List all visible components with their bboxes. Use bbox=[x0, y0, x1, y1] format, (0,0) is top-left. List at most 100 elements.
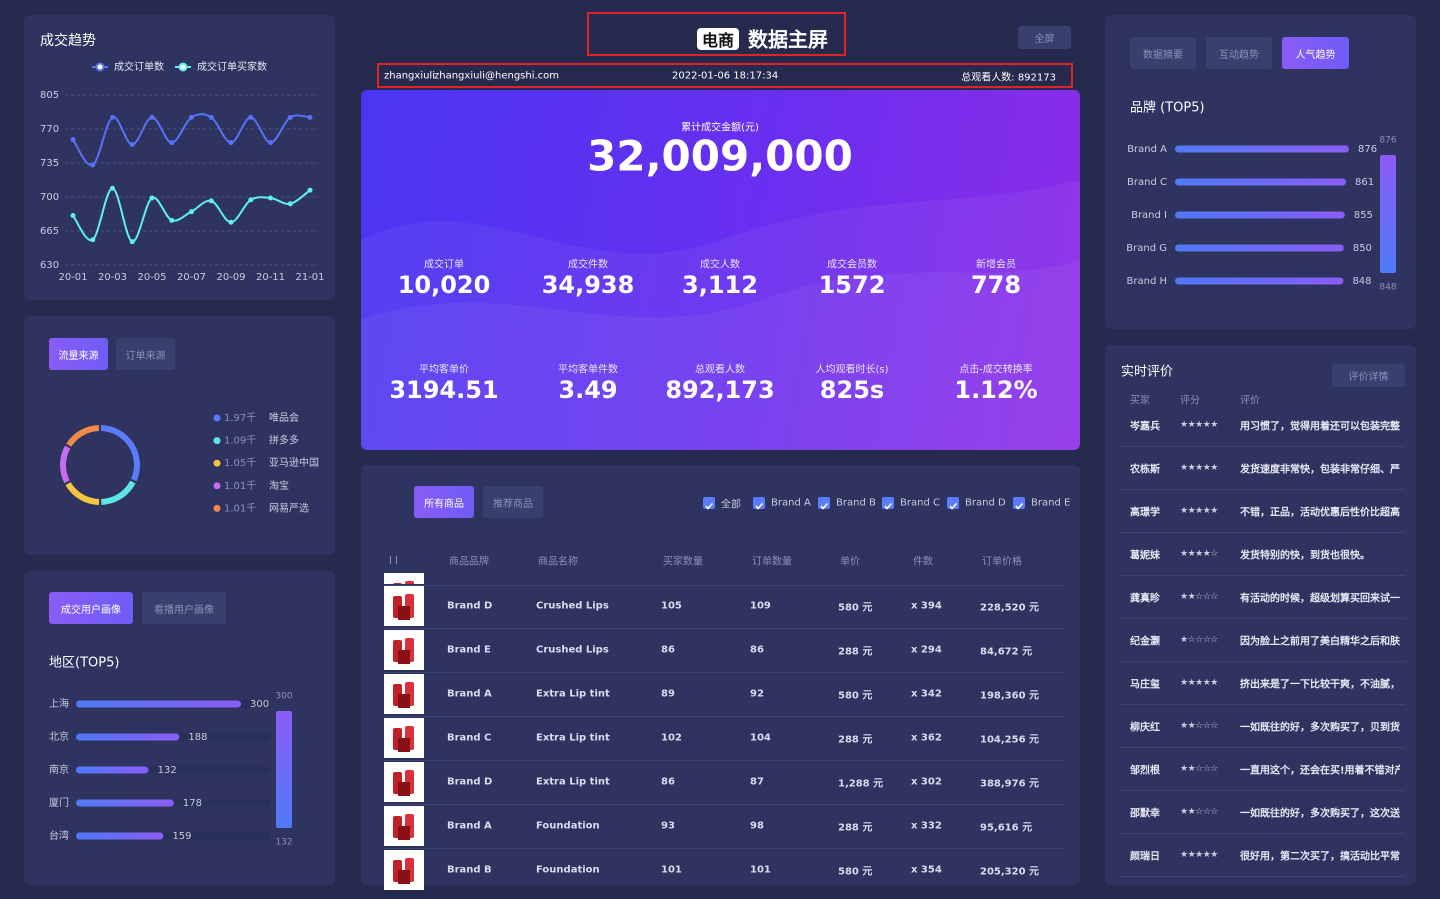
kpi-value: 3194.51 bbox=[389, 376, 499, 404]
tab[interactable]: 成交用户画像 bbox=[49, 592, 133, 624]
table-cell: 1,288 元 bbox=[838, 778, 884, 790]
chart-title: 地区(TOP5) bbox=[49, 655, 120, 671]
table-cell: 288 元 bbox=[838, 822, 873, 834]
kpi-value: 32,009,000 bbox=[587, 131, 853, 181]
table-cell: x 294 bbox=[911, 644, 942, 656]
sort-icon bbox=[390, 556, 397, 564]
chart-title: 成交趋势 bbox=[40, 33, 96, 49]
lipstick-icon bbox=[393, 594, 414, 620]
review-divider bbox=[1121, 575, 1405, 576]
review-divider bbox=[1121, 790, 1405, 791]
checkbox[interactable] bbox=[703, 497, 715, 510]
viewer-count: 总观看人数: 892173 bbox=[961, 72, 1056, 84]
column-header: 商品名称 bbox=[538, 556, 578, 568]
reviewer-name: 邹烈根 bbox=[1130, 765, 1160, 777]
tab[interactable]: 流量来源 bbox=[49, 338, 108, 370]
lipstick-icon bbox=[393, 770, 414, 796]
kpi-panel bbox=[361, 90, 1080, 450]
filter-label: Brand E bbox=[1031, 497, 1071, 509]
checkbox[interactable] bbox=[882, 497, 894, 510]
checkbox[interactable] bbox=[1013, 497, 1025, 510]
tab[interactable]: 数据摘要 bbox=[1130, 37, 1196, 69]
kpi-label: 新增会员 bbox=[976, 259, 1016, 271]
review-panel bbox=[1105, 345, 1416, 885]
rating: ★★☆☆☆ bbox=[1180, 764, 1218, 774]
table-cell: Brand E bbox=[447, 644, 491, 656]
rating: ★★★★☆ bbox=[1180, 549, 1218, 559]
table-cell: Brand C bbox=[447, 732, 492, 744]
product-image bbox=[384, 674, 424, 714]
kpi-value: 3,112 bbox=[682, 271, 758, 299]
kpi-label: 平均客单件数 bbox=[558, 364, 618, 376]
tab[interactable]: 订单来源 bbox=[116, 338, 175, 370]
review-text: 发货速度非常快，包装非常仔细、严 bbox=[1240, 464, 1400, 476]
review-details-button[interactable]: 评价详情 bbox=[1332, 364, 1405, 387]
fullscreen-button[interactable]: 全屏 bbox=[1018, 26, 1071, 49]
table-cell: 104,256 元 bbox=[980, 734, 1040, 746]
check-icon bbox=[705, 502, 714, 510]
table-cell: 104 bbox=[750, 732, 771, 744]
review-text: 不错，正品，活动优惠后性价比超高 bbox=[1240, 507, 1400, 519]
review-divider bbox=[1121, 661, 1405, 662]
checkbox[interactable] bbox=[753, 497, 765, 510]
info-bar bbox=[377, 63, 1073, 88]
check-icon bbox=[884, 502, 893, 510]
table-cell: Extra Lip tint bbox=[536, 688, 610, 700]
logo: 电商 bbox=[697, 28, 739, 50]
check-icon bbox=[820, 502, 829, 510]
filter-label: Brand B bbox=[836, 497, 876, 509]
table-cell: 93 bbox=[661, 820, 675, 832]
kpi-value: 778 bbox=[970, 271, 1022, 299]
tab[interactable]: 人气趋势 bbox=[1282, 37, 1349, 69]
tab[interactable]: 互动趋势 bbox=[1206, 37, 1272, 69]
table-row-divider bbox=[382, 585, 1064, 586]
reviewer-name: 纪金灏 bbox=[1130, 636, 1160, 648]
chart-title: 品牌 (TOP5) bbox=[1130, 100, 1205, 116]
checkbox[interactable] bbox=[947, 497, 959, 510]
reviewer-name: 龚真昣 bbox=[1130, 593, 1160, 605]
column-header: 订单价格 bbox=[982, 556, 1022, 568]
kpi-label: 人均观看时长(s) bbox=[815, 364, 889, 376]
rating: ★★★★★ bbox=[1180, 506, 1218, 516]
column-header: 买家数量 bbox=[663, 556, 703, 568]
table-cell: Foundation bbox=[536, 864, 600, 876]
product-image bbox=[384, 718, 424, 758]
table-cell: 205,320 元 bbox=[980, 866, 1040, 878]
rating: ★★☆☆☆ bbox=[1180, 807, 1218, 817]
user-email: zhangxiuli@hengshi.com bbox=[434, 70, 560, 82]
datetime: 2022-01-06 18:17:34 bbox=[672, 70, 779, 82]
kpi-value: 1.12% bbox=[954, 376, 1038, 404]
table-cell: Brand A bbox=[447, 820, 492, 832]
column-header: 商品品牌 bbox=[449, 556, 489, 568]
check-icon bbox=[1015, 502, 1024, 510]
rating: ★★★★★ bbox=[1180, 420, 1218, 430]
reviewer-name: 岑嘉兵 bbox=[1130, 421, 1160, 433]
kpi-label: 成交人数 bbox=[700, 259, 740, 271]
wave bbox=[361, 260, 1080, 450]
review-text: 用习惯了，觉得用着还可以包装完整 bbox=[1240, 421, 1400, 433]
table-cell: x 302 bbox=[911, 776, 942, 788]
table-cell: 86 bbox=[750, 644, 764, 656]
table-cell: Brand B bbox=[447, 864, 492, 876]
reviewer-name: 马庄玺 bbox=[1130, 679, 1160, 691]
tab[interactable]: 推荐商品 bbox=[483, 486, 543, 518]
reviewer-name: 农栋斯 bbox=[1130, 464, 1160, 476]
checkbox[interactable] bbox=[818, 497, 830, 510]
tab[interactable]: 看播用户画像 bbox=[142, 592, 226, 624]
table-panel bbox=[361, 465, 1080, 885]
column-header: 评分 bbox=[1180, 395, 1200, 407]
table-cell: Brand A bbox=[447, 688, 492, 700]
check-icon bbox=[949, 502, 958, 510]
table-cell: 109 bbox=[750, 600, 771, 612]
wave bbox=[361, 180, 1080, 450]
table-row-divider bbox=[382, 848, 1064, 849]
filter-label: Brand D bbox=[965, 497, 1006, 509]
rating: ★★★★★ bbox=[1180, 850, 1218, 860]
tab[interactable]: 所有商品 bbox=[414, 486, 474, 518]
review-divider bbox=[1121, 446, 1405, 447]
review-text: 因为脸上之前用了美白精华之后和肤 bbox=[1240, 636, 1400, 648]
panel-title: 实时评价 bbox=[1121, 364, 1174, 380]
review-text: 很好用，第二次买了，搞活动比平常 bbox=[1240, 851, 1400, 863]
table-cell: Brand D bbox=[447, 776, 493, 788]
filter-label: Brand A bbox=[771, 497, 811, 509]
